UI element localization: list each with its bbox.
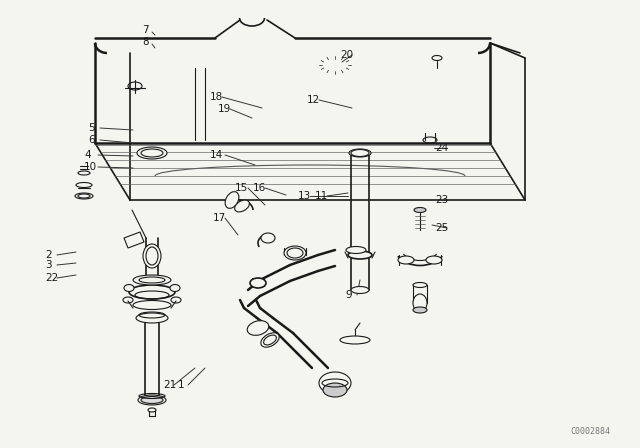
- Text: 22: 22: [45, 273, 58, 283]
- Ellipse shape: [426, 256, 442, 264]
- Text: 20: 20: [340, 50, 353, 60]
- Text: 15: 15: [235, 183, 248, 193]
- Text: 10: 10: [84, 162, 97, 172]
- Text: 6: 6: [88, 135, 95, 145]
- Ellipse shape: [414, 207, 426, 212]
- Text: 7: 7: [142, 25, 148, 35]
- Ellipse shape: [235, 200, 250, 212]
- Text: 2: 2: [45, 250, 52, 260]
- Ellipse shape: [141, 396, 163, 404]
- Text: 17: 17: [213, 213, 227, 223]
- Ellipse shape: [261, 333, 279, 347]
- Ellipse shape: [75, 193, 93, 199]
- Ellipse shape: [351, 287, 369, 293]
- Text: 23: 23: [435, 195, 448, 205]
- Polygon shape: [124, 232, 144, 248]
- Text: 12: 12: [307, 95, 320, 105]
- Text: 8: 8: [142, 37, 148, 47]
- Ellipse shape: [413, 283, 427, 288]
- Ellipse shape: [137, 147, 167, 159]
- Ellipse shape: [143, 244, 161, 268]
- Text: 19: 19: [218, 104, 231, 114]
- Text: 11: 11: [315, 191, 328, 201]
- Ellipse shape: [413, 294, 427, 312]
- Text: 21: 21: [163, 380, 176, 390]
- Ellipse shape: [340, 336, 370, 344]
- Text: 18: 18: [210, 92, 223, 102]
- Ellipse shape: [346, 246, 366, 254]
- Text: 24: 24: [435, 143, 448, 153]
- Ellipse shape: [284, 246, 306, 260]
- Ellipse shape: [76, 182, 92, 188]
- Ellipse shape: [136, 313, 168, 323]
- Ellipse shape: [148, 408, 156, 412]
- Text: 9: 9: [345, 290, 351, 300]
- Ellipse shape: [250, 278, 266, 288]
- Ellipse shape: [225, 192, 239, 208]
- Ellipse shape: [133, 275, 171, 285]
- Text: 14: 14: [210, 150, 223, 160]
- Text: 16: 16: [253, 183, 266, 193]
- Ellipse shape: [78, 171, 90, 175]
- Text: 25: 25: [435, 223, 448, 233]
- Ellipse shape: [124, 284, 134, 292]
- Ellipse shape: [413, 307, 427, 313]
- Text: C0002884: C0002884: [570, 427, 610, 436]
- Text: 1: 1: [178, 380, 184, 390]
- Ellipse shape: [129, 285, 175, 299]
- Ellipse shape: [398, 256, 414, 264]
- Text: 4: 4: [84, 150, 91, 160]
- Text: 13: 13: [298, 191, 311, 201]
- Ellipse shape: [247, 321, 269, 336]
- Ellipse shape: [323, 383, 347, 397]
- Ellipse shape: [261, 233, 275, 243]
- Ellipse shape: [138, 395, 166, 405]
- Ellipse shape: [319, 372, 351, 394]
- Ellipse shape: [348, 251, 372, 259]
- Ellipse shape: [349, 149, 371, 157]
- Ellipse shape: [170, 284, 180, 292]
- Text: 5: 5: [88, 123, 95, 133]
- Ellipse shape: [351, 150, 369, 156]
- Text: 3: 3: [45, 260, 52, 270]
- Ellipse shape: [133, 301, 171, 310]
